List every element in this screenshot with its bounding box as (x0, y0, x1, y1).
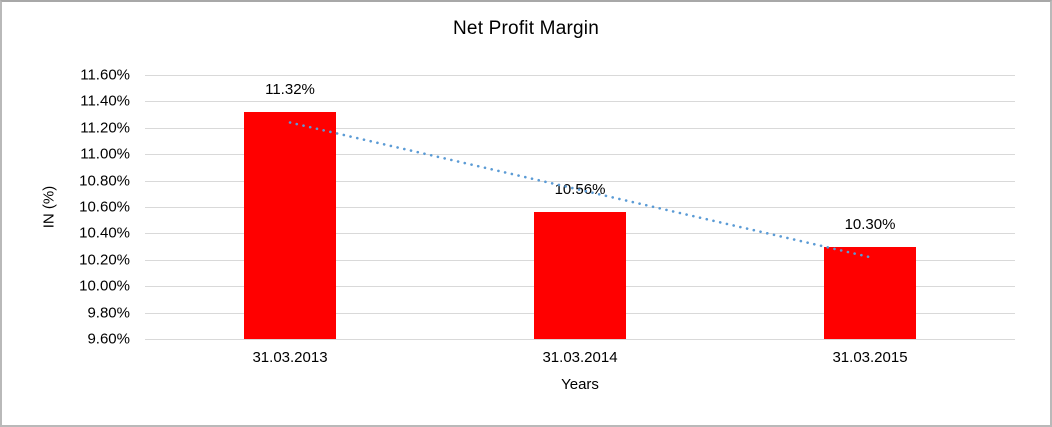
bar-data-label: 10.30% (844, 215, 896, 233)
y-tick-label: 11.20% (80, 119, 130, 137)
gridline (145, 101, 1015, 103)
y-tick-label: 11.40% (80, 92, 130, 110)
x-tick-label: 31.03.2015 (832, 349, 908, 366)
y-axis-tick-labels: 11.60% 11.40% 11.20% 11.00% 10.80% 10.60% 10.4… (2, 67, 130, 348)
x-tick-label: 31.03.2013 (252, 349, 328, 366)
x-axis-tick-labels: 31.03.2013 31.03.2014 31.03.2015 (145, 349, 1015, 369)
bar (534, 212, 626, 339)
bar-data-label: 10.56% (554, 181, 606, 199)
y-tick-label: 10.80% (79, 172, 130, 190)
y-tick-label: 11.00% (80, 145, 130, 163)
y-tick-label: 9.80% (87, 304, 130, 322)
bar (244, 111, 336, 339)
bar (824, 246, 916, 339)
x-tick-label: 31.03.2014 (542, 349, 618, 366)
gridline (145, 75, 1015, 76)
y-tick-label: 10.20% (79, 251, 130, 269)
x-axis-title: Years (561, 376, 599, 393)
y-tick-label: 10.60% (79, 198, 130, 216)
y-tick-label: 10.00% (79, 277, 130, 295)
y-tick-label: 9.60% (87, 330, 130, 348)
chart-title: Net Profit Margin (453, 18, 599, 39)
y-tick-label: 11.60% (80, 66, 130, 84)
gridline (145, 339, 1015, 340)
y-tick-label: 10.40% (79, 224, 130, 242)
plot-area: 11.32% 10.56% 10.30% (145, 75, 1015, 340)
bar-data-label: 11.32% (265, 80, 315, 98)
